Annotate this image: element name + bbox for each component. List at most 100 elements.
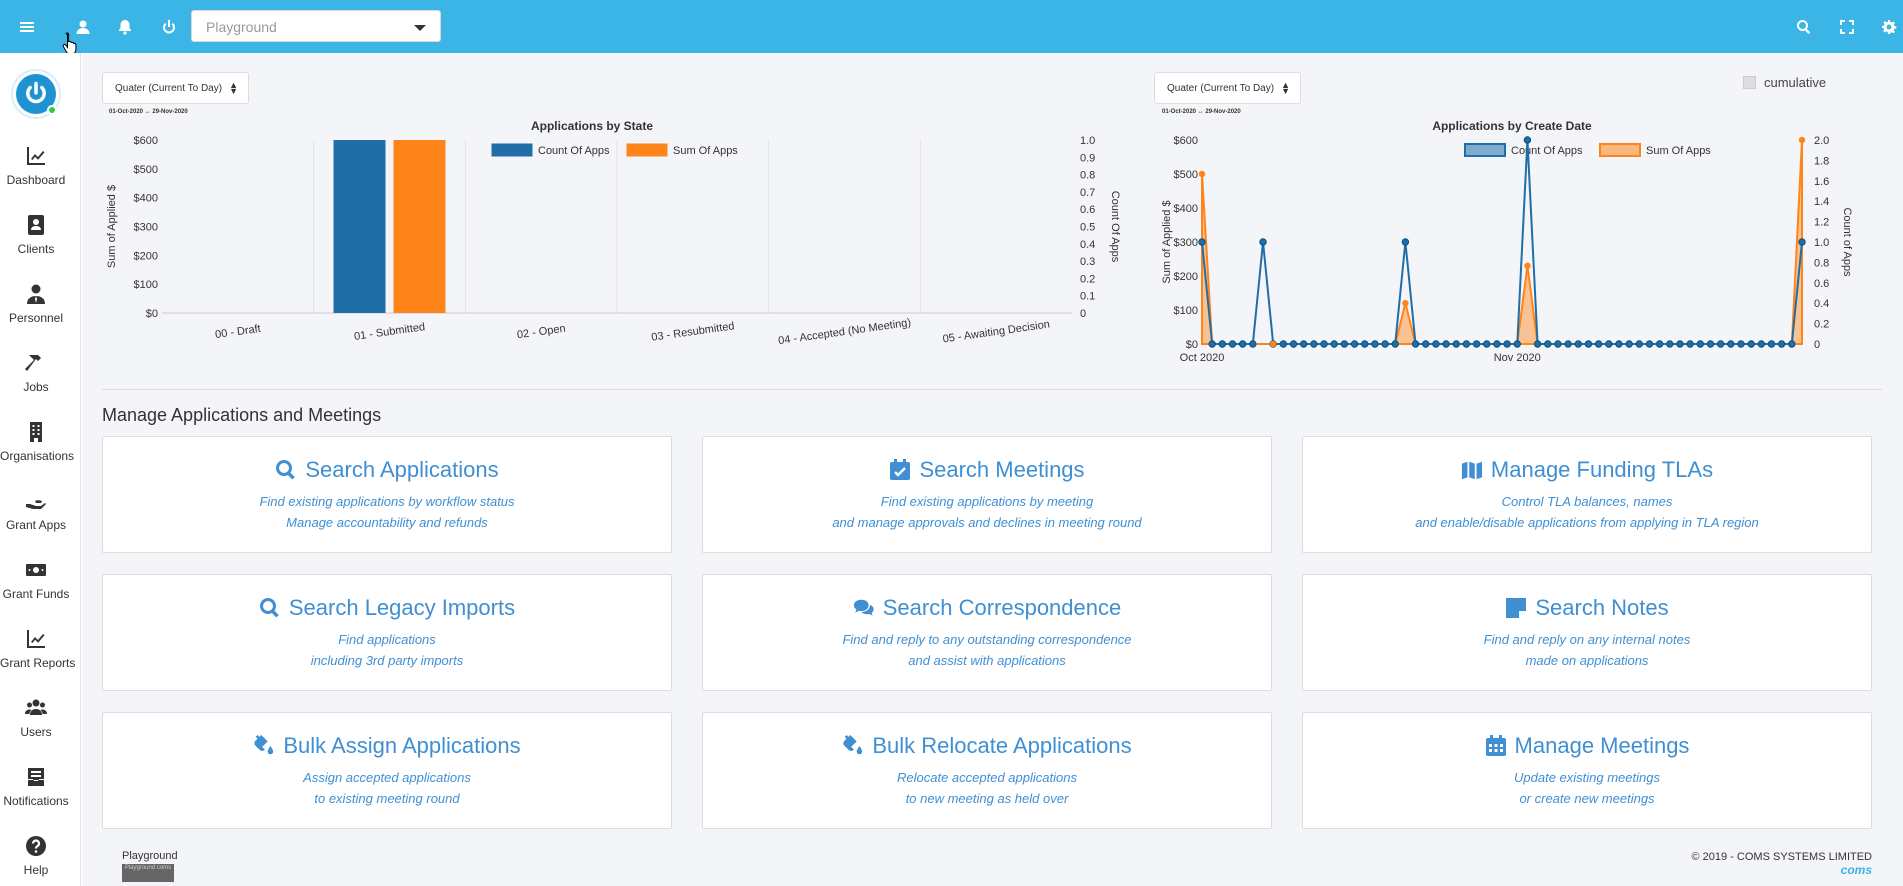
- workspace-select[interactable]: Playground: [191, 10, 441, 42]
- gear-icon[interactable]: [1876, 14, 1902, 40]
- x-tick-label: Oct 2020: [1180, 352, 1225, 364]
- y2-axis-label: Count Of Apps: [1109, 191, 1121, 263]
- count-point: [1737, 340, 1745, 348]
- sidebar-item-label: Users: [20, 725, 52, 739]
- contact-book-icon: [28, 215, 44, 235]
- brand-logo: coms: [1840, 863, 1872, 877]
- count-line: [1201, 139, 1803, 345]
- calendar-icon: [1485, 735, 1506, 756]
- count-point: [1798, 238, 1806, 246]
- sidebar-item-clients[interactable]: Clients: [0, 214, 72, 256]
- x-tick-label: 02 - Open: [516, 323, 566, 342]
- sidebar-item-grant-reports[interactable]: Grant Reports: [0, 628, 76, 670]
- sidebar-item-label: Clients: [17, 242, 55, 256]
- cumulative-toggle[interactable]: cumulative: [1743, 75, 1826, 90]
- y2-tick-label: 0: [1814, 339, 1820, 351]
- top-bar: Playground: [0, 0, 1903, 55]
- sidebar-item-label: Organisations: [0, 449, 75, 463]
- y-tick-label: $100: [1174, 305, 1198, 317]
- count-point: [1391, 340, 1399, 348]
- sidebar-item-grant-funds[interactable]: Grant Funds: [0, 559, 72, 601]
- count-point: [1208, 340, 1216, 348]
- count-point: [1432, 340, 1440, 348]
- building-icon: [30, 422, 42, 442]
- count-point: [1249, 340, 1257, 348]
- footer-workspace: Playground Playground coms: [122, 850, 178, 882]
- user-icon[interactable]: [70, 14, 96, 40]
- card-desc-line2: Manage accountability and refunds: [286, 515, 488, 530]
- y2-tick-label: 0.5: [1080, 222, 1095, 234]
- card-desc-line1: Assign accepted applications: [303, 770, 471, 785]
- sidebar-item-help[interactable]: Help: [0, 835, 72, 877]
- bell-icon[interactable]: [112, 14, 138, 40]
- sidebar-item-personnel[interactable]: Personnel: [0, 283, 72, 325]
- count-point: [1228, 340, 1237, 348]
- search-icon[interactable]: [1791, 14, 1817, 40]
- search-correspondence-card[interactable]: Search Correspondence Find and reply to …: [702, 574, 1272, 691]
- manage-meetings-card[interactable]: Manage Meetings Update existing meetings…: [1302, 712, 1872, 829]
- legend-label: Count Of Apps: [538, 145, 610, 157]
- sum-point: [1524, 262, 1531, 269]
- left-range-select[interactable]: Quater (Current To Day) ▲ ▼: [102, 72, 249, 104]
- y-tick-label: $300: [1174, 237, 1198, 249]
- sidebar-item-label: Help: [23, 863, 49, 877]
- map-icon: [1461, 461, 1482, 480]
- y-tick-label: $600: [1174, 135, 1198, 147]
- legend-swatch: [626, 143, 668, 157]
- legend-swatch: [491, 143, 533, 157]
- x-tick-label: 01 - Submitted: [353, 321, 426, 343]
- chart-title: Applications by Create Date: [1432, 119, 1592, 133]
- sidebar-item-label: Notifications: [3, 794, 69, 808]
- hand-icon: [26, 500, 46, 509]
- card-desc-line1: Relocate accepted applications: [897, 770, 1077, 785]
- bulk-assign-applications-card[interactable]: Bulk Assign Applications Assign accepted…: [102, 712, 672, 829]
- count-point: [1635, 340, 1643, 348]
- sidebar-item-jobs[interactable]: Jobs: [0, 352, 72, 394]
- sidebar-item-label: Grant Reports: [0, 656, 76, 670]
- count-point: [1727, 340, 1735, 348]
- sidebar-item-grant-apps[interactable]: Grant Apps: [0, 490, 72, 532]
- sidebar-item-label: Grant Funds: [2, 587, 70, 601]
- online-status-dot: [47, 105, 57, 115]
- count-point: [1655, 340, 1664, 348]
- y2-tick-label: 1.6: [1814, 176, 1829, 188]
- sum-point: [1198, 170, 1206, 178]
- count-point: [1320, 340, 1328, 348]
- sidebar-item-label: Jobs: [23, 380, 49, 394]
- count-point: [1523, 136, 1532, 144]
- y2-tick-label: 0.9: [1080, 152, 1095, 164]
- fullscreen-icon[interactable]: [1834, 14, 1860, 40]
- count-point: [1371, 340, 1379, 348]
- bulk-relocate-applications-card[interactable]: Bulk Relocate Applications Relocate acce…: [702, 712, 1272, 829]
- sidebar-item-dashboard[interactable]: Dashboard: [0, 145, 72, 187]
- app-logo[interactable]: [11, 69, 61, 119]
- count-point: [1625, 340, 1633, 348]
- y2-tick-label: 0.1: [1080, 291, 1095, 303]
- sidebar-item-users[interactable]: Users: [0, 697, 72, 739]
- right-range-select[interactable]: Quater (Current To Day) ▲ ▼: [1154, 72, 1301, 104]
- sidebar-item-organisations[interactable]: Organisations: [0, 421, 75, 463]
- card-desc-line1: Find and reply to any outstanding corres…: [842, 632, 1132, 647]
- search-legacy-imports-card[interactable]: Search Legacy Imports Find applications i…: [102, 574, 672, 691]
- inbox-icon: [28, 768, 44, 786]
- search-notes-card[interactable]: Search Notes Find and reply on any inter…: [1302, 574, 1872, 691]
- chart-title: Applications by State: [531, 119, 653, 133]
- menu-icon[interactable]: [14, 14, 40, 40]
- count-point: [1493, 340, 1501, 348]
- manage-funding-tlas-card[interactable]: Manage Funding TLAs Control TLA balances…: [1302, 436, 1872, 553]
- count-point: [1310, 340, 1318, 348]
- sum-point: [1402, 300, 1409, 307]
- count-point: [1289, 340, 1298, 348]
- count-point: [1259, 238, 1267, 246]
- y2-tick-label: 0.8: [1080, 170, 1095, 182]
- y2-axis-label: Count of Apps: [1841, 207, 1853, 277]
- cumulative-checkbox[interactable]: [1743, 76, 1756, 89]
- search-applications-card[interactable]: Search Applications Find existing applic…: [102, 436, 672, 553]
- sidebar-item-notifications[interactable]: Notifications: [0, 766, 72, 808]
- workspace-thumbnail: Playground coms: [122, 864, 174, 882]
- sum-area: [1201, 139, 1803, 345]
- power-icon[interactable]: [156, 14, 182, 40]
- search-meetings-card[interactable]: Search Meetings Find existing applicatio…: [702, 436, 1272, 553]
- count-point: [1503, 340, 1511, 348]
- x-tick-label: 00 - Draft: [214, 323, 261, 341]
